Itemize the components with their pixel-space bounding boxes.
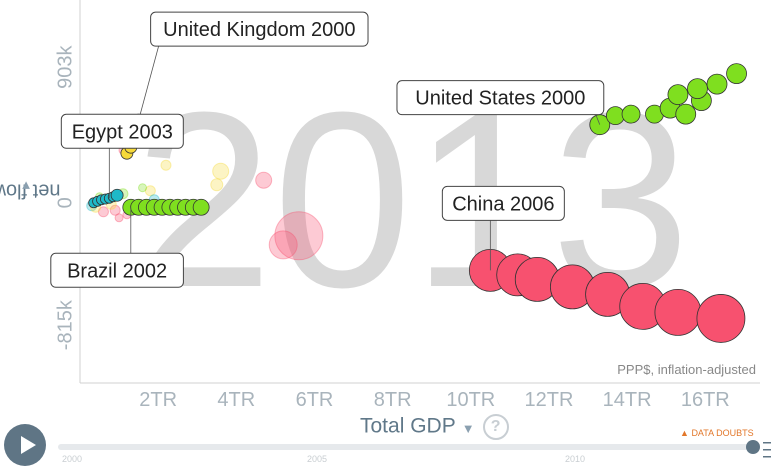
timeline-year-2000: 2000 — [62, 454, 83, 464]
label-text: Egypt 2003 — [72, 121, 173, 143]
background-bubble[interactable] — [268, 230, 298, 260]
y-tick-label: -815k — [54, 299, 76, 350]
bubble-brazil[interactable] — [192, 198, 210, 216]
background-bubble[interactable] — [274, 211, 324, 261]
label-box[interactable] — [150, 11, 369, 47]
bubble-united-states[interactable] — [687, 78, 708, 100]
menu-icon[interactable] — [762, 440, 772, 460]
label-leader-line — [138, 46, 160, 121]
y-tick-label: 903k — [54, 44, 76, 88]
background-bubble[interactable] — [138, 183, 148, 193]
x-axis-label: Total GDP — [360, 414, 456, 438]
label-box[interactable] — [396, 80, 605, 116]
y-tick-labels: 903k 0 -815k — [54, 44, 76, 350]
bubble-united-states[interactable] — [706, 73, 728, 95]
label-text: United States 2000 — [415, 88, 585, 110]
x-tick-label: 6TR — [296, 389, 334, 411]
help-icon[interactable]: ? — [482, 414, 509, 440]
background-bubble[interactable] — [144, 185, 156, 197]
background-bubble[interactable] — [255, 171, 273, 189]
bubble-trails — [88, 63, 747, 343]
x-tick-label: 2TR — [139, 389, 177, 411]
timeline-year-2005: 2005 — [307, 454, 328, 464]
unit-note: PPP$, inflation-adjusted — [617, 362, 756, 377]
label-box[interactable] — [441, 185, 565, 221]
background-bubble[interactable] — [114, 213, 124, 223]
trail-labels: United Kingdom 2000 Egypt 2003 United Stat… — [50, 11, 605, 288]
background-bubble[interactable] — [212, 162, 230, 180]
y-axis-menu-icon[interactable]: ▼ — [19, 178, 33, 194]
warning-icon: ▲ — [680, 428, 689, 438]
background-bubble[interactable] — [109, 204, 121, 216]
x-tick-label: 16TR — [681, 389, 730, 411]
background-bubble[interactable] — [210, 178, 224, 192]
y-axis-title[interactable]: net flow▼ — [0, 120, 60, 260]
timeline-year-2010: 2010 — [565, 454, 586, 464]
x-axis-menu-icon[interactable]: ▼ — [461, 420, 475, 436]
label-text: United Kingdom 2000 — [163, 19, 355, 41]
bubble-china[interactable] — [696, 294, 746, 343]
label-box[interactable] — [60, 113, 184, 149]
label-box[interactable] — [50, 252, 184, 288]
label-text: Brazil 2002 — [67, 260, 167, 282]
background-bubbles — [86, 145, 324, 261]
bubble-china[interactable] — [654, 289, 702, 336]
background-bubble[interactable] — [160, 159, 172, 171]
timeline-slider[interactable] — [58, 444, 748, 450]
x-tick-label: 8TR — [374, 389, 412, 411]
y-tick-label: 0 — [54, 197, 76, 208]
x-tick-label: 10TR — [446, 389, 495, 411]
bubble-united-states[interactable] — [606, 106, 625, 126]
background-bubble[interactable] — [97, 206, 109, 218]
x-tick-label: 14TR — [603, 389, 652, 411]
timeline-handle[interactable] — [746, 440, 760, 454]
label-leader-line — [595, 114, 601, 125]
x-tick-label: 12TR — [525, 389, 574, 411]
x-axis-title[interactable]: Total GDP ▼? — [360, 414, 509, 440]
bubble-united-states[interactable] — [667, 84, 689, 106]
bubble-united-states[interactable] — [675, 103, 697, 125]
bubble-united-states[interactable] — [621, 104, 641, 124]
x-tick-labels: 2TR 4TR 6TR 8TR 10TR 12TR 14TR 16TR — [139, 389, 729, 411]
bubble-egypt[interactable] — [110, 188, 124, 202]
play-button[interactable] — [4, 424, 46, 466]
data-doubts-link[interactable]: ▲ DATA DOUBTS — [680, 428, 754, 438]
label-text: China 2006 — [452, 193, 554, 215]
x-tick-label: 4TR — [217, 389, 255, 411]
data-doubts-label: DATA DOUBTS — [691, 428, 754, 438]
bubble-united-states[interactable] — [726, 63, 747, 84]
